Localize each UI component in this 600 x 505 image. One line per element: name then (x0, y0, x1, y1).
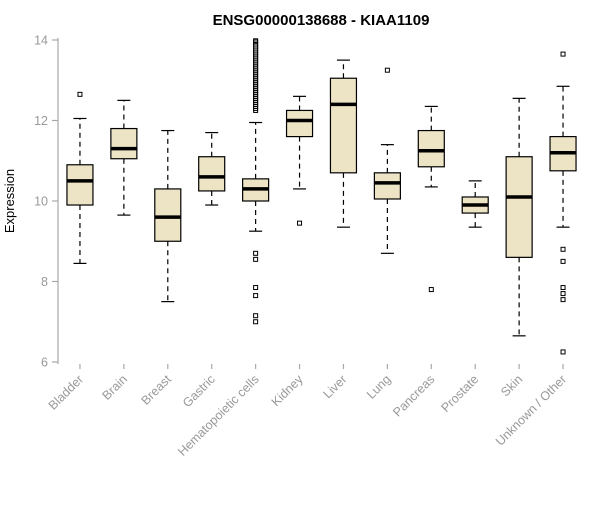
y-tick-label: 10 (34, 195, 48, 209)
x-tick-label: Hematopoietic cells (175, 372, 262, 459)
iqr-box (110, 127, 138, 160)
iqr-box (154, 188, 182, 242)
box-lung (373, 67, 401, 254)
box-hematopoietic-cells (242, 38, 270, 325)
iqr-box (285, 109, 314, 138)
y-tick-label: 6 (41, 356, 48, 370)
box-prostate (461, 180, 489, 228)
x-tick-label: Prostate (439, 372, 482, 415)
outlier-point (560, 246, 566, 252)
outlier-point (384, 67, 390, 73)
outlier-point (560, 285, 566, 291)
box-unknown-other (549, 51, 577, 355)
box-brain (110, 99, 138, 216)
iqr-box (198, 156, 226, 192)
y-tick-label: 14 (34, 34, 48, 48)
x-tick-label: Breast (138, 372, 174, 408)
outlier-point (560, 291, 566, 297)
iqr-box (417, 129, 445, 168)
outlier-point (560, 297, 566, 303)
outlier-point (253, 319, 259, 325)
y-axis-label: Expression (2, 169, 17, 233)
iqr-box (66, 164, 94, 206)
x-tick-label: Liver (321, 372, 350, 401)
outlier-point (428, 287, 434, 293)
outlier-point (253, 250, 259, 256)
box-gastric (198, 131, 226, 206)
x-tick-label: Skin (498, 372, 525, 399)
iqr-box (505, 156, 533, 258)
box-kidney (285, 95, 314, 226)
box-liver (329, 59, 358, 228)
outlier-point (297, 220, 303, 226)
box-breast (154, 129, 182, 303)
box-skin (505, 97, 533, 337)
outlier-point (253, 256, 259, 262)
outlier-point (253, 313, 259, 319)
iqr-box (329, 77, 358, 174)
x-tick-label: Lung (364, 372, 394, 402)
outlier-point (253, 285, 259, 291)
plot-area: 6 8 10 12 14 Bladder Brain Breast GastricHematop… (34, 34, 577, 459)
outlier-point (560, 349, 566, 355)
box-pancreas (417, 105, 445, 293)
box-bladder (66, 91, 94, 264)
x-tick-label: Brain (99, 372, 130, 403)
y-tick-label: 8 (41, 275, 48, 289)
outlier-point (560, 51, 566, 57)
x-tick-label: Bladder (46, 372, 86, 412)
chart-title: ENSG00000138688 - KIAA1109 (213, 12, 430, 29)
y-tick-label: 12 (34, 114, 48, 128)
x-tick-label: Kidney (269, 372, 306, 409)
outlier-point (560, 258, 566, 264)
outlier-point (253, 293, 259, 299)
outlier-point (253, 107, 259, 113)
x-tick-label: Gastric (180, 372, 218, 410)
iqr-box (373, 172, 401, 200)
x-tick-label: Pancreas (390, 372, 437, 419)
outlier-point (77, 91, 83, 97)
